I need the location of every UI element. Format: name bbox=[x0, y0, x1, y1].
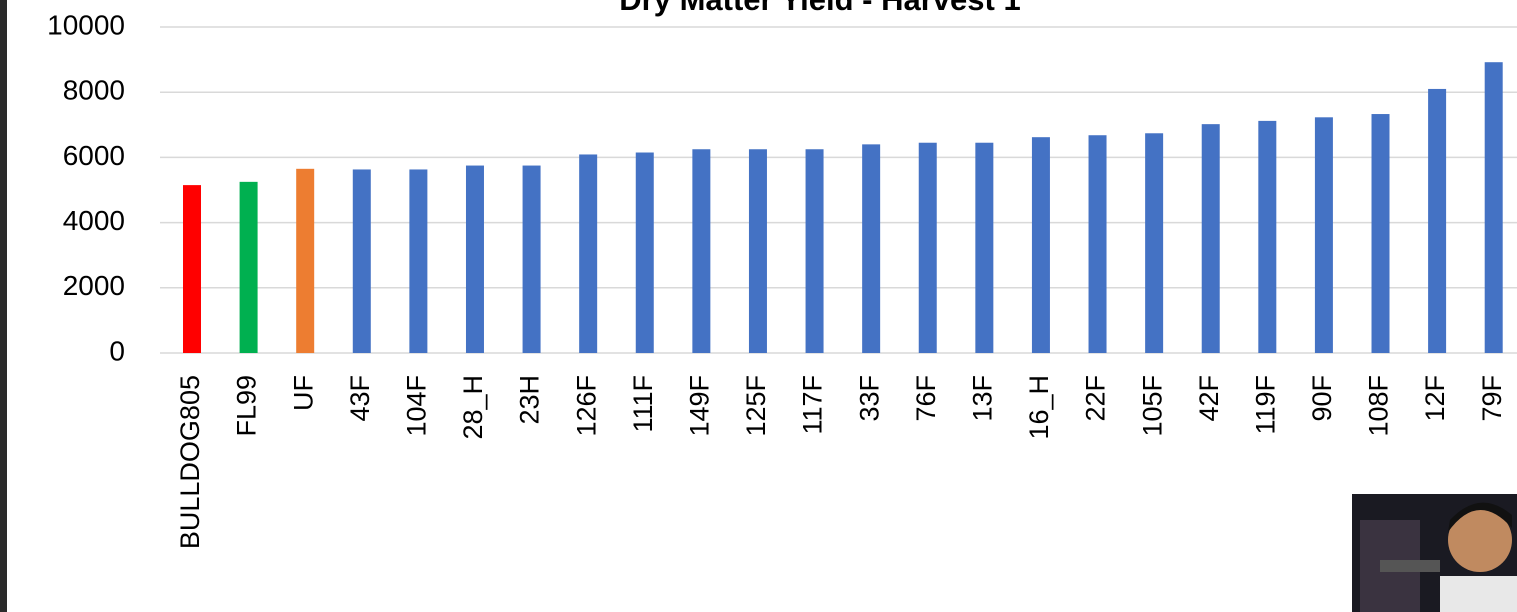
bar bbox=[918, 142, 937, 353]
bar bbox=[1031, 137, 1050, 353]
y-tick-label: 4000 bbox=[63, 205, 125, 236]
bar bbox=[1145, 133, 1164, 353]
bar bbox=[692, 149, 711, 353]
y-tick-label: 0 bbox=[109, 335, 125, 366]
x-tick-label: 111F bbox=[628, 375, 658, 433]
bar bbox=[975, 142, 994, 353]
bar bbox=[748, 149, 767, 353]
x-tick-label: 104F bbox=[402, 375, 432, 437]
x-tick-label: 119F bbox=[1250, 375, 1280, 435]
x-tick-label: 76F bbox=[911, 375, 941, 422]
bar bbox=[1258, 120, 1277, 353]
bar bbox=[465, 165, 484, 353]
x-tick-label: 42F bbox=[1194, 375, 1224, 422]
bar bbox=[409, 169, 428, 353]
x-tick-label: 108F bbox=[1364, 375, 1394, 437]
bar bbox=[635, 152, 654, 353]
bar bbox=[522, 165, 541, 353]
x-tick-label: 79F bbox=[1477, 375, 1507, 422]
x-tick-label: 16_H bbox=[1024, 375, 1054, 440]
bar bbox=[1428, 88, 1447, 353]
x-tick-label: 12F bbox=[1420, 375, 1450, 422]
x-tick-label: 28_H bbox=[458, 375, 488, 440]
x-tick-label: 43F bbox=[345, 375, 375, 422]
x-tick-label: 125F bbox=[741, 375, 771, 437]
bar bbox=[579, 154, 598, 353]
x-tick-label: 33F bbox=[854, 375, 884, 422]
x-tick-label: BULLDOG805 bbox=[175, 375, 205, 549]
x-tick-label: 149F bbox=[684, 375, 714, 437]
plot-area: 0 2000 4000 6000 8000 10000 BULLDOG805 FL99 UF 43… bbox=[47, 9, 1517, 549]
x-tick-label: 117F bbox=[798, 375, 828, 435]
bar bbox=[239, 181, 258, 353]
bar bbox=[1371, 114, 1390, 354]
y-tick-label: 6000 bbox=[63, 140, 125, 171]
x-tick-label: 13F bbox=[967, 375, 997, 422]
chart-title: Dry Matter Yield - Harvest 1 bbox=[619, 0, 1020, 17]
x-tick-label: 22F bbox=[1081, 375, 1111, 422]
left-border bbox=[0, 0, 7, 612]
x-tick-label: FL99 bbox=[232, 375, 262, 437]
bar bbox=[805, 149, 824, 353]
y-tick-label: 10000 bbox=[47, 9, 125, 40]
x-tick-label: UF bbox=[288, 375, 318, 411]
x-tick-label: 90F bbox=[1307, 375, 1337, 422]
bar bbox=[1484, 62, 1503, 353]
x-tick-label: 105F bbox=[1137, 375, 1167, 437]
bar bbox=[1088, 135, 1107, 353]
y-tick-label: 8000 bbox=[63, 75, 125, 106]
bar bbox=[1201, 124, 1220, 353]
x-tick-label: 126F bbox=[571, 375, 601, 437]
x-tick-label: 23H bbox=[515, 375, 545, 425]
y-tick-label: 2000 bbox=[63, 270, 125, 301]
webcam-thumbnail bbox=[1352, 494, 1517, 612]
bar bbox=[1314, 117, 1333, 353]
bar bbox=[862, 144, 881, 353]
bar bbox=[352, 169, 371, 353]
bar bbox=[182, 185, 201, 353]
bar bbox=[296, 168, 315, 353]
